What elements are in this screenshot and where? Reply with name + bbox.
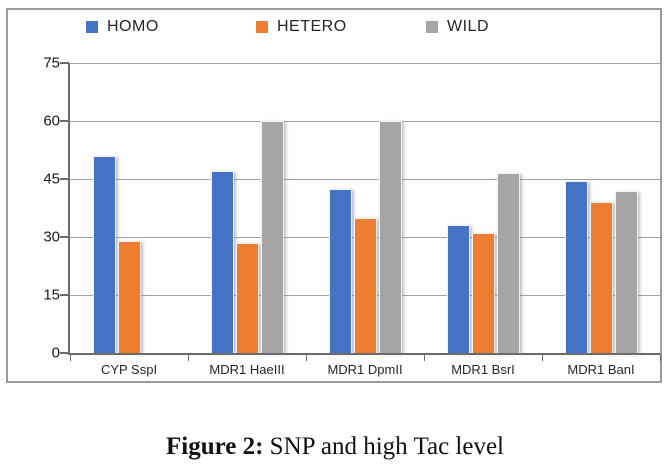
y-tick-label-60: 60 [43, 112, 60, 130]
x-tickmark-0 [69, 355, 71, 361]
y-tick-label-30: 30 [43, 228, 60, 246]
legend-label-hetero: HETERO [277, 18, 347, 35]
y-tickmark-30 [60, 236, 69, 238]
legend-label-homo: HOMO [107, 18, 159, 35]
bar-wild-mdr1-dpmii [378, 121, 402, 353]
x-tickmark-1 [187, 355, 189, 361]
x-label-mdr1-haeiii: MDR1 HaeIII [209, 362, 285, 377]
y-tickmark-60 [60, 120, 69, 122]
y-tick-label-75: 75 [43, 54, 60, 72]
x-tickmark-3 [423, 355, 425, 361]
y-tickmark-0 [60, 352, 69, 354]
bar-homo-mdr1-bani [564, 180, 588, 353]
x-label-mdr1-bsri: MDR1 BsrI [451, 362, 515, 377]
x-axis-labels: CYP SspI MDR1 HaeIII MDR1 DpmII MDR1 BsrI MD… [70, 362, 660, 377]
legend-swatch-wild [426, 21, 438, 33]
bar-group-mdr1-bani [542, 63, 660, 353]
x-label-mdr1-dpmii: MDR1 DpmII [327, 362, 403, 377]
bar-hetero-mdr1-dpmii [353, 217, 377, 353]
legend-swatch-homo [86, 21, 98, 33]
gridline-75 [70, 63, 660, 64]
figure-caption: Figure 2: SNP and high Tac level [0, 433, 670, 461]
bar-homo-mdr1-dpmii [328, 188, 352, 353]
legend-item-homo: HOMO [86, 16, 159, 38]
x-label-mdr1-bani: MDR1 BanI [567, 362, 635, 377]
bar-group-mdr1-haeiii [188, 63, 306, 353]
y-tickmark-15 [60, 294, 69, 296]
legend-item-hetero: HETERO [256, 16, 347, 38]
bar-hetero-cyp-sspi [117, 240, 141, 353]
bar-wild-mdr1-haeiii [260, 121, 284, 353]
y-tick-label-15: 15 [43, 286, 60, 304]
y-tickmark-45 [60, 178, 69, 180]
y-tickmark-75 [60, 62, 69, 64]
gridline-60 [70, 121, 660, 122]
caption-text: SNP and high Tac level [269, 433, 504, 460]
bar-hetero-mdr1-bsri [471, 233, 495, 353]
bar-group-mdr1-bsri [424, 63, 542, 353]
bar-homo-mdr1-bsri [446, 225, 470, 353]
bar-wild-mdr1-bsri [496, 173, 520, 353]
x-tickmark-5 [659, 355, 661, 361]
x-tickmark-2 [305, 355, 307, 361]
plot-area [60, 62, 661, 355]
bar-hetero-mdr1-haeiii [235, 242, 259, 353]
bar-homo-mdr1-haeiii [210, 171, 234, 353]
legend-swatch-hetero [256, 21, 268, 33]
bar-hetero-mdr1-bani [589, 202, 613, 353]
x-tickmark-4 [541, 355, 543, 361]
y-tick-label-45: 45 [43, 170, 60, 188]
y-axis-tick-labels: 0 15 30 45 60 75 [16, 55, 60, 362]
bar-group-mdr1-dpmii [306, 63, 424, 353]
bar-group-cyp-sspi [70, 63, 188, 353]
bar-homo-cyp-sspi [92, 155, 116, 353]
legend-item-wild: WILD [426, 16, 489, 38]
chart-container: HOMO HETERO WILD 0 15 30 45 60 75 CYP SspI MDR1 … [6, 8, 662, 383]
legend-label-wild: WILD [447, 18, 489, 35]
x-axis-tickmarks [69, 355, 661, 361]
bar-wild-mdr1-bani [614, 190, 638, 353]
x-label-cyp-sspi: CYP SspI [100, 362, 158, 377]
y-tick-label-0: 0 [51, 344, 60, 362]
gridline-45 [70, 179, 660, 180]
caption-label: Figure 2: [165, 433, 264, 460]
